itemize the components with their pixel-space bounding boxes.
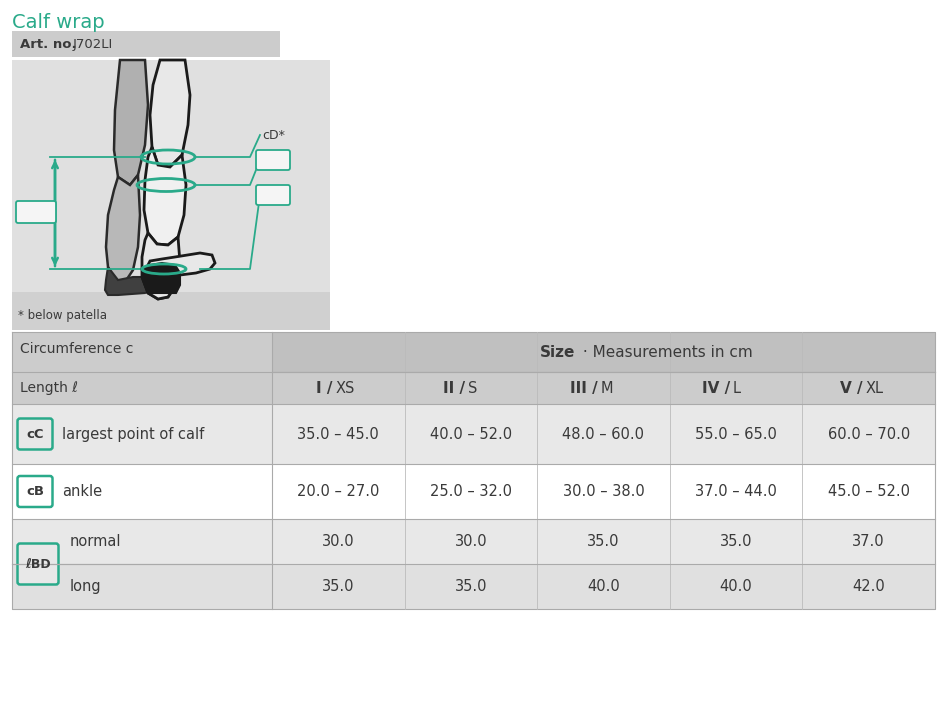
Text: 40.0: 40.0 (587, 579, 620, 594)
Polygon shape (142, 233, 180, 299)
Text: Circumference c: Circumference c (20, 342, 134, 356)
Polygon shape (106, 175, 140, 282)
FancyBboxPatch shape (17, 476, 52, 507)
FancyBboxPatch shape (12, 292, 330, 330)
Text: cC: cC (265, 154, 281, 167)
FancyBboxPatch shape (12, 519, 935, 564)
Polygon shape (114, 60, 148, 185)
Text: 48.0 – 60.0: 48.0 – 60.0 (563, 426, 645, 442)
Text: 42.0: 42.0 (852, 579, 885, 594)
Text: V /: V / (840, 381, 863, 396)
Text: · Measurements in cm: · Measurements in cm (579, 344, 753, 360)
FancyBboxPatch shape (17, 544, 59, 584)
Polygon shape (144, 147, 186, 245)
FancyBboxPatch shape (272, 372, 404, 404)
Text: cB: cB (26, 485, 44, 498)
Text: ℓBD: ℓBD (26, 558, 51, 571)
Text: ℓBD: ℓBD (23, 205, 49, 218)
FancyBboxPatch shape (12, 564, 935, 609)
Text: I /: I / (315, 381, 332, 396)
Text: 30.0: 30.0 (455, 534, 487, 549)
FancyBboxPatch shape (12, 31, 280, 57)
Text: II /: II / (443, 381, 465, 396)
FancyBboxPatch shape (537, 372, 670, 404)
FancyBboxPatch shape (256, 185, 290, 205)
FancyBboxPatch shape (16, 201, 56, 223)
Text: largest point of calf: largest point of calf (62, 426, 205, 442)
Text: cD*: cD* (262, 128, 285, 141)
Text: 35.0: 35.0 (455, 579, 487, 594)
Polygon shape (105, 267, 155, 295)
Text: S: S (468, 381, 477, 396)
Text: normal: normal (70, 534, 121, 549)
Text: L: L (733, 381, 742, 396)
Text: 35.0: 35.0 (720, 534, 752, 549)
Text: 40.0: 40.0 (720, 579, 753, 594)
FancyBboxPatch shape (272, 332, 935, 372)
Text: 20.0 – 27.0: 20.0 – 27.0 (297, 484, 380, 499)
Text: 30.0: 30.0 (322, 534, 354, 549)
Text: 55.0 – 65.0: 55.0 – 65.0 (695, 426, 777, 442)
Text: cC: cC (27, 428, 44, 441)
FancyBboxPatch shape (256, 150, 290, 170)
Text: 25.0 – 32.0: 25.0 – 32.0 (430, 484, 512, 499)
FancyBboxPatch shape (17, 418, 52, 450)
Text: 45.0 – 52.0: 45.0 – 52.0 (828, 484, 910, 499)
Text: * below patella: * below patella (18, 309, 107, 321)
Text: 30.0 – 38.0: 30.0 – 38.0 (563, 484, 644, 499)
FancyBboxPatch shape (12, 60, 330, 330)
Polygon shape (150, 60, 190, 167)
Text: Size: Size (540, 344, 576, 360)
Text: 60.0 – 70.0: 60.0 – 70.0 (828, 426, 910, 442)
Text: Calf wrap: Calf wrap (12, 13, 104, 32)
FancyBboxPatch shape (12, 464, 935, 519)
Text: 40.0 – 52.0: 40.0 – 52.0 (430, 426, 512, 442)
Text: long: long (70, 579, 101, 594)
Text: XL: XL (866, 381, 884, 396)
FancyBboxPatch shape (404, 372, 537, 404)
Text: XS: XS (335, 381, 355, 396)
Text: III /: III / (570, 381, 598, 396)
Text: IV /: IV / (702, 381, 730, 396)
Text: 35.0: 35.0 (587, 534, 619, 549)
Text: 35.0: 35.0 (322, 579, 354, 594)
Text: 37.0 – 44.0: 37.0 – 44.0 (695, 484, 777, 499)
Polygon shape (142, 263, 180, 293)
FancyBboxPatch shape (670, 372, 802, 404)
FancyBboxPatch shape (12, 372, 272, 404)
FancyBboxPatch shape (12, 404, 935, 464)
Polygon shape (142, 253, 215, 299)
Text: ℓBD: ℓBD (260, 188, 286, 202)
Text: ankle: ankle (62, 484, 102, 499)
Text: J702LI: J702LI (73, 38, 114, 51)
FancyBboxPatch shape (802, 372, 935, 404)
Text: Art. no.: Art. no. (20, 38, 77, 51)
Text: M: M (600, 381, 613, 396)
FancyBboxPatch shape (12, 332, 272, 372)
Text: 37.0: 37.0 (852, 534, 885, 549)
Text: 35.0 – 45.0: 35.0 – 45.0 (297, 426, 379, 442)
Text: Length ℓ: Length ℓ (20, 381, 78, 395)
